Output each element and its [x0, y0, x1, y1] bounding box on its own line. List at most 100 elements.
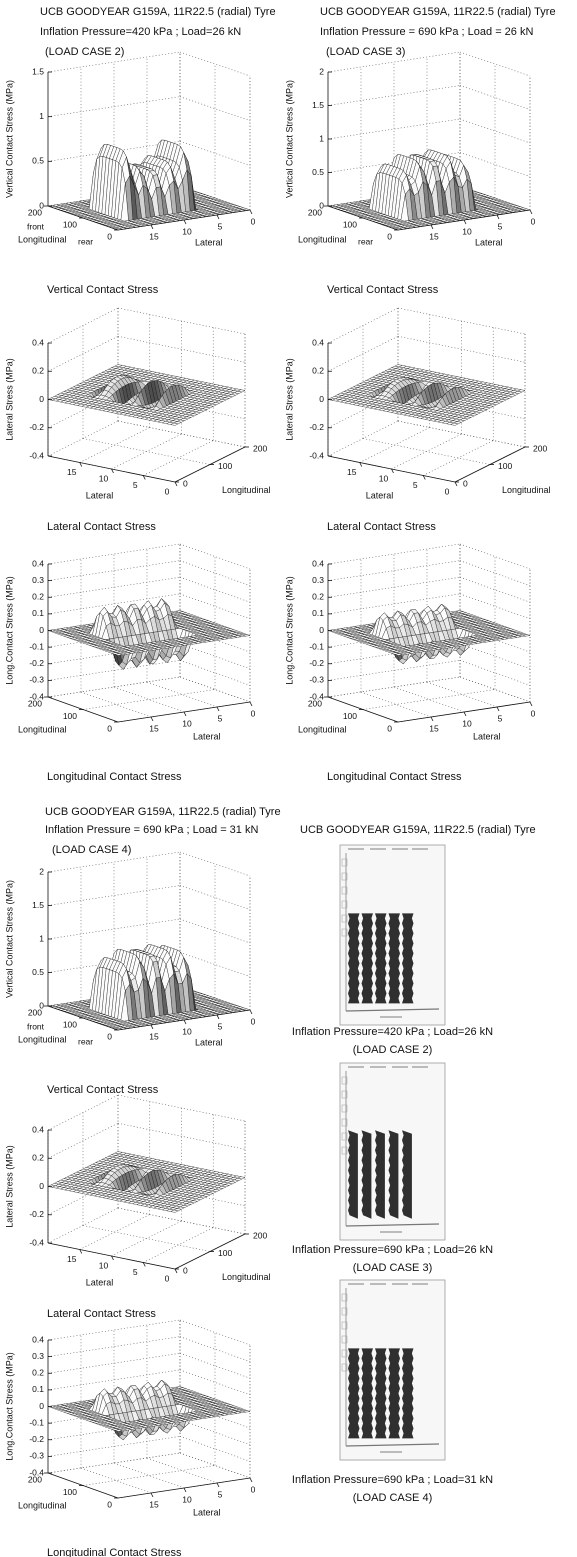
vertical-plot [324, 52, 532, 230]
grid-line [398, 336, 525, 362]
lateral-tick [464, 712, 466, 716]
grid-line [118, 421, 245, 447]
caption: Lateral Contact Stress [47, 521, 156, 533]
header-conditions: Inflation Pressure=420 kPa ; Load=26 kN [40, 26, 241, 38]
lateral-tick-label: 5 [218, 221, 223, 231]
lateral-tick-label: 10 [462, 718, 472, 728]
lateral-label: Lateral [473, 731, 501, 741]
z-axis-label: Lateral Stress (MPa) [4, 358, 14, 441]
grid-line [398, 421, 525, 447]
lateral-tick-label: 5 [218, 713, 223, 723]
longitudinal-label: Longitudinal [222, 485, 271, 495]
z-tick-label: 1 [319, 133, 324, 143]
z-tick-label: 0.1 [32, 608, 44, 618]
caption: Longitudinal Contact Stress [327, 771, 462, 783]
lateral-tick [184, 712, 186, 716]
caption: Longitudinal Contact Stress [47, 771, 182, 783]
longitudinal-label: Longitudinal [298, 724, 347, 734]
longitudinal-tick-label: 100 [218, 461, 232, 471]
lateral-tick-label: 0 [251, 216, 256, 226]
longitudinal-tick-label: 100 [63, 711, 77, 721]
header-conditions: Inflation Pressure = 690 kPa ; Load = 31… [45, 824, 258, 836]
front-label: front [27, 221, 45, 231]
z-axis-label: Lateral Stress (MPa) [284, 358, 294, 441]
header-load-case: (LOAD CASE 4) [52, 844, 131, 856]
grid-line [81, 692, 151, 717]
z-tick-label: 0.4 [312, 558, 324, 568]
longitudinal-tick-label: 200 [308, 698, 322, 708]
z-tick-label: 1.5 [312, 100, 324, 110]
z-tick-label: 0.2 [312, 366, 324, 376]
longitudinal-tick-label: 100 [343, 219, 357, 229]
grid-line [143, 441, 213, 476]
longitudinal-tick-label: 0 [107, 723, 112, 733]
grid-line [460, 544, 530, 569]
z-tick-label: -0.4 [29, 450, 44, 460]
z-tick-label: 0.4 [312, 337, 324, 347]
lateral-label: Lateral [195, 237, 223, 247]
rear-label: rear [78, 236, 93, 246]
z-tick-label: 0.4 [32, 337, 44, 347]
page: Tyre contact stress figure {"columns": [… [0, 0, 577, 1557]
lateral-tick [151, 717, 153, 721]
grid-line [361, 692, 431, 717]
lateral-tick [530, 210, 532, 214]
longitudinal-plot [324, 544, 532, 722]
lateral-tick-label: 15 [149, 231, 159, 241]
lateral-tick-label: 0 [251, 708, 256, 718]
lateral-tick [455, 482, 457, 486]
z-tick-label: 0.3 [32, 575, 44, 585]
lateral-tick-label: 15 [149, 723, 159, 733]
rear-label: rear [358, 236, 373, 246]
lateral-tick [431, 717, 433, 721]
z-axis-label: Vertical Contact Stress (MPa) [4, 80, 14, 198]
lateral-tick [217, 707, 219, 711]
vertical-plot [44, 852, 252, 1030]
longitudinal-tick-label: 100 [498, 461, 512, 471]
z-tick-label: -0.1 [309, 641, 324, 651]
grid-line [180, 544, 250, 569]
lateral-tick-label: 15 [67, 467, 77, 477]
longitudinal-label: Longitudinal [18, 724, 67, 734]
lateral-tick-label: 0 [531, 708, 536, 718]
lateral-tick [184, 220, 186, 224]
header-title: UCB GOODYEAR G159A, 11R22.5 (radial) Tyr… [40, 6, 276, 18]
lateral-tick-label: 0 [165, 486, 170, 496]
z-tick-label: -0.2 [29, 658, 44, 668]
longitudinal-tick-label: 200 [28, 207, 42, 217]
z-tick-label: 0 [39, 394, 44, 404]
z-tick-label: -0.3 [309, 675, 324, 685]
caption: Lateral Contact Stress [327, 521, 436, 533]
longitudinal-label: Longitudinal [502, 485, 551, 495]
lateral-plot [48, 308, 249, 486]
lateral-tick-label: 15 [347, 467, 357, 477]
longitudinal-tick-label: 200 [533, 443, 547, 453]
z-tick-label: -0.2 [309, 422, 324, 432]
z-axis-label: Vertical Contact Stress (MPa) [284, 80, 294, 198]
longitudinal-tick-label: 200 [28, 698, 42, 708]
z-tick-label: 0.2 [32, 366, 44, 376]
z-tick-label: 0.4 [32, 558, 44, 568]
lateral-tick-label: 10 [379, 473, 389, 483]
z-tick-label: -0.4 [309, 450, 324, 460]
z-tick-label: -0.2 [309, 658, 324, 668]
z-tick-label: 0 [319, 394, 324, 404]
lateral-label: Lateral [475, 237, 503, 247]
z-tick-label: 0.2 [312, 592, 324, 602]
vertical-plot [44, 52, 252, 230]
lateral-plot [328, 308, 529, 486]
longitudinal-tick-label: 0 [183, 478, 188, 488]
z-tick-label: 0 [319, 625, 324, 635]
header-load-case: (LOAD CASE 2) [45, 46, 124, 58]
lateral-tick [250, 210, 252, 214]
longitudinal-label: Longitudinal [298, 234, 347, 244]
lateral-tick [217, 215, 219, 219]
lateral-tick [175, 482, 177, 486]
lateral-tick-label: 5 [133, 480, 138, 490]
lateral-tick [431, 225, 433, 229]
lateral-tick-label: 5 [413, 480, 418, 490]
lateral-label: Lateral [366, 490, 394, 500]
z-axis-label: Long.Contact Stress (MPa) [284, 576, 294, 685]
lateral-label: Lateral [193, 731, 221, 741]
grid-line [83, 439, 210, 465]
